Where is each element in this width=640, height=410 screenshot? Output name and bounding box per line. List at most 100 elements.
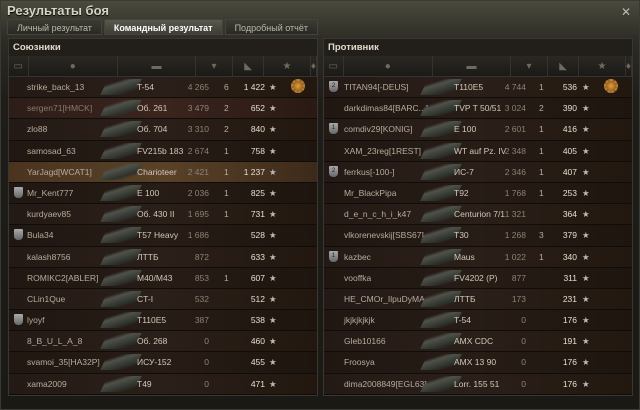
player-row[interactable]: Gleb10166 AMX CDC 0 191 ★ [324, 331, 632, 353]
damage-value: 2 346 [504, 166, 526, 177]
tank-icon[interactable]: ▬ [118, 56, 196, 76]
player-row[interactable]: sergen71[HMCK] Об. 261 3 479 2 652 ★ [9, 98, 317, 120]
star-icon: ★ [582, 272, 590, 283]
player-name: kurdyaev85 [27, 209, 71, 220]
player-row[interactable]: kurdyaev85 Об. 430 II 1 695 1 731 ★ [9, 204, 317, 226]
player-row[interactable]: 2 ferrkus[-100-] ИС-7 2 346 1 407 ★ [324, 161, 632, 183]
medal-icon[interactable]: ♦ [311, 56, 318, 76]
star-icon: ★ [269, 251, 277, 262]
player-row[interactable]: 1 comdiv29[KONIG] E 100 2 601 1 416 ★ [324, 119, 632, 141]
player-row[interactable]: samosad_63 FV215b 183 2 674 1 758 ★ [9, 140, 317, 162]
enemies-panel: Противник ▭ ● ▬ ▾ ◣ ★ ♦ 2 TITAN94[-DEUS] T110E5… [323, 38, 633, 396]
allies-title: Союзники [9, 39, 317, 56]
tab-personal[interactable]: Личный результат [7, 19, 102, 35]
tank-name: T57 Heavy [137, 230, 179, 241]
damage-icon[interactable]: ▾ [511, 56, 548, 76]
player-row[interactable]: Bula34 T57 Heavy 1 686 528 ★ [9, 225, 317, 247]
star-icon: ★ [582, 357, 590, 368]
tank-name: AMX 13 90 [454, 357, 497, 368]
player-row[interactable]: 2 TITAN94[-DEUS] T110E5 4 744 1 536 ★ [324, 77, 632, 99]
tank-icon [100, 163, 142, 180]
player-row[interactable]: d_e_n_c_h_i_k47 Centurion 7/1 1 321 364 … [324, 204, 632, 226]
damage-value: 1 321 [504, 209, 526, 220]
player-row[interactable]: XAM_23reg[1REST] WT auf Pz. IV 2 348 1 4… [324, 140, 632, 162]
damage-value: 872 [194, 251, 209, 262]
xp-value: 512 [250, 293, 265, 304]
tank-name: Lorr. 155 51 [454, 378, 500, 389]
star-icon: ★ [269, 272, 277, 283]
tab-team[interactable]: Командный результат [103, 19, 223, 35]
tab-detailed[interactable]: Подробный отчёт [224, 19, 318, 35]
player-row[interactable]: 8_B_U_L_A_8 Об. 268 0 460 ★ [9, 331, 317, 353]
platoon-badge-icon: 2 [329, 165, 338, 177]
player-name: ROMIKC2[ABLER] [27, 272, 99, 283]
damage-icon[interactable]: ▾ [196, 56, 233, 76]
frags-value: 3 [539, 230, 544, 241]
player-icon[interactable]: ● [344, 56, 434, 76]
player-name: YarJagd[WCAT1] [27, 166, 92, 177]
star-icon: ★ [582, 209, 590, 220]
damage-value: 2 421 [187, 166, 209, 177]
player-row[interactable]: vlkorenevskij[SBS67] T30 1 268 3 379 ★ [324, 225, 632, 247]
player-row[interactable]: strike_back_13 T-54 4 265 6 1 422 ★ [9, 77, 317, 99]
player-row[interactable]: lyoyf T110E5 387 538 ★ [9, 310, 317, 332]
player-icon[interactable]: ● [29, 56, 119, 76]
player-row[interactable]: dima2008849[EGL63] Lorr. 155 51 0 176 ★ [324, 373, 632, 395]
player-row[interactable]: xama2009 T49 0 471 ★ [9, 373, 317, 395]
player-name: lyoyf [27, 315, 45, 326]
tank-name: Об. 430 II [137, 209, 175, 220]
player-name: sergen71[HMCK] [27, 103, 93, 114]
xp-value: 390 [562, 103, 577, 114]
player-name: Bula34 [27, 230, 54, 241]
player-row[interactable]: 1 kazbec Maus 1 022 1 340 ★ [324, 246, 632, 268]
tank-icon [100, 184, 142, 201]
player-row[interactable]: Mr_Kent777 E 100 2 036 1 825 ★ [9, 182, 317, 205]
player-row[interactable]: zlo88 Об. 704 3 310 2 840 ★ [9, 119, 317, 141]
player-row[interactable]: vooffka FV4202 (P) 877 311 ★ [324, 267, 632, 289]
player-name: Mr_BlackPipa [344, 187, 397, 198]
medal-icon[interactable]: ♦ [626, 56, 633, 76]
xp-value: 176 [562, 315, 577, 326]
player-row[interactable]: ROMIKC2[ABLER] M40/M43 853 1 607 ★ [9, 267, 317, 289]
damage-value: 0 [521, 315, 526, 326]
player-row[interactable]: Froosya AMX 13 90 0 176 ★ [324, 352, 632, 374]
player-row[interactable]: svamoi_35[HA32P] ИСУ-152 0 455 ★ [9, 352, 317, 374]
tank-name: Об. 261 [137, 103, 168, 114]
xp-star-icon[interactable]: ★ [264, 56, 311, 76]
star-icon: ★ [582, 251, 590, 262]
xp-value: 1 237 [243, 166, 265, 177]
star-icon: ★ [269, 378, 277, 389]
damage-value: 3 310 [187, 124, 209, 135]
star-icon: ★ [269, 357, 277, 368]
xp-value: 460 [250, 336, 265, 347]
xp-value: 758 [250, 145, 265, 156]
player-row[interactable]: kalash8756 ЛТТБ 872 633 ★ [9, 246, 317, 268]
xp-star-icon[interactable]: ★ [579, 56, 626, 76]
tank-icon [100, 248, 142, 265]
tank-name: TVP T 50/51 [454, 103, 502, 114]
player-row[interactable]: darkdimas84[BARC...] TVP T 50/51 3 024 2… [324, 98, 632, 120]
player-name: vooffka [344, 272, 372, 283]
medal-icon [291, 79, 305, 93]
player-row[interactable]: Mr_BlackPipa T92 1 768 1 253 ★ [324, 182, 632, 205]
close-icon[interactable]: ✕ [620, 5, 631, 19]
player-row[interactable]: CLin1Que CT-I 532 512 ★ [9, 288, 317, 311]
star-icon: ★ [582, 103, 590, 114]
player-name: 8_B_U_L_A_8 [27, 336, 83, 347]
damage-value: 2 674 [187, 145, 209, 156]
frags-value: 6 [224, 82, 229, 92]
player-row[interactable]: HE_CMOr_IlpuDyMA... ЛТТБ 173 231 ★ [324, 288, 632, 311]
window-title: Результаты боя [7, 3, 109, 18]
platoon-icon[interactable]: ▭ [9, 56, 29, 76]
tank-icon[interactable]: ▬ [433, 56, 511, 76]
player-row[interactable]: jkjkjkjkjk T-54 0 176 ★ [324, 310, 632, 332]
column-header: ▭ ● ▬ ▾ ◣ ★ ♦ [9, 56, 318, 77]
frags-value: 1 [224, 272, 229, 283]
player-name: Gleb10166 [344, 336, 386, 347]
player-name: dima2008849[EGL63] [344, 378, 427, 389]
frags-icon[interactable]: ◣ [548, 56, 580, 76]
player-row[interactable]: YarJagd[WCAT1] Charioteer 2 421 1 1 237 … [9, 161, 317, 183]
tank-icon [100, 79, 142, 95]
platoon-icon[interactable]: ▭ [324, 56, 344, 76]
frags-icon[interactable]: ◣ [233, 56, 265, 76]
